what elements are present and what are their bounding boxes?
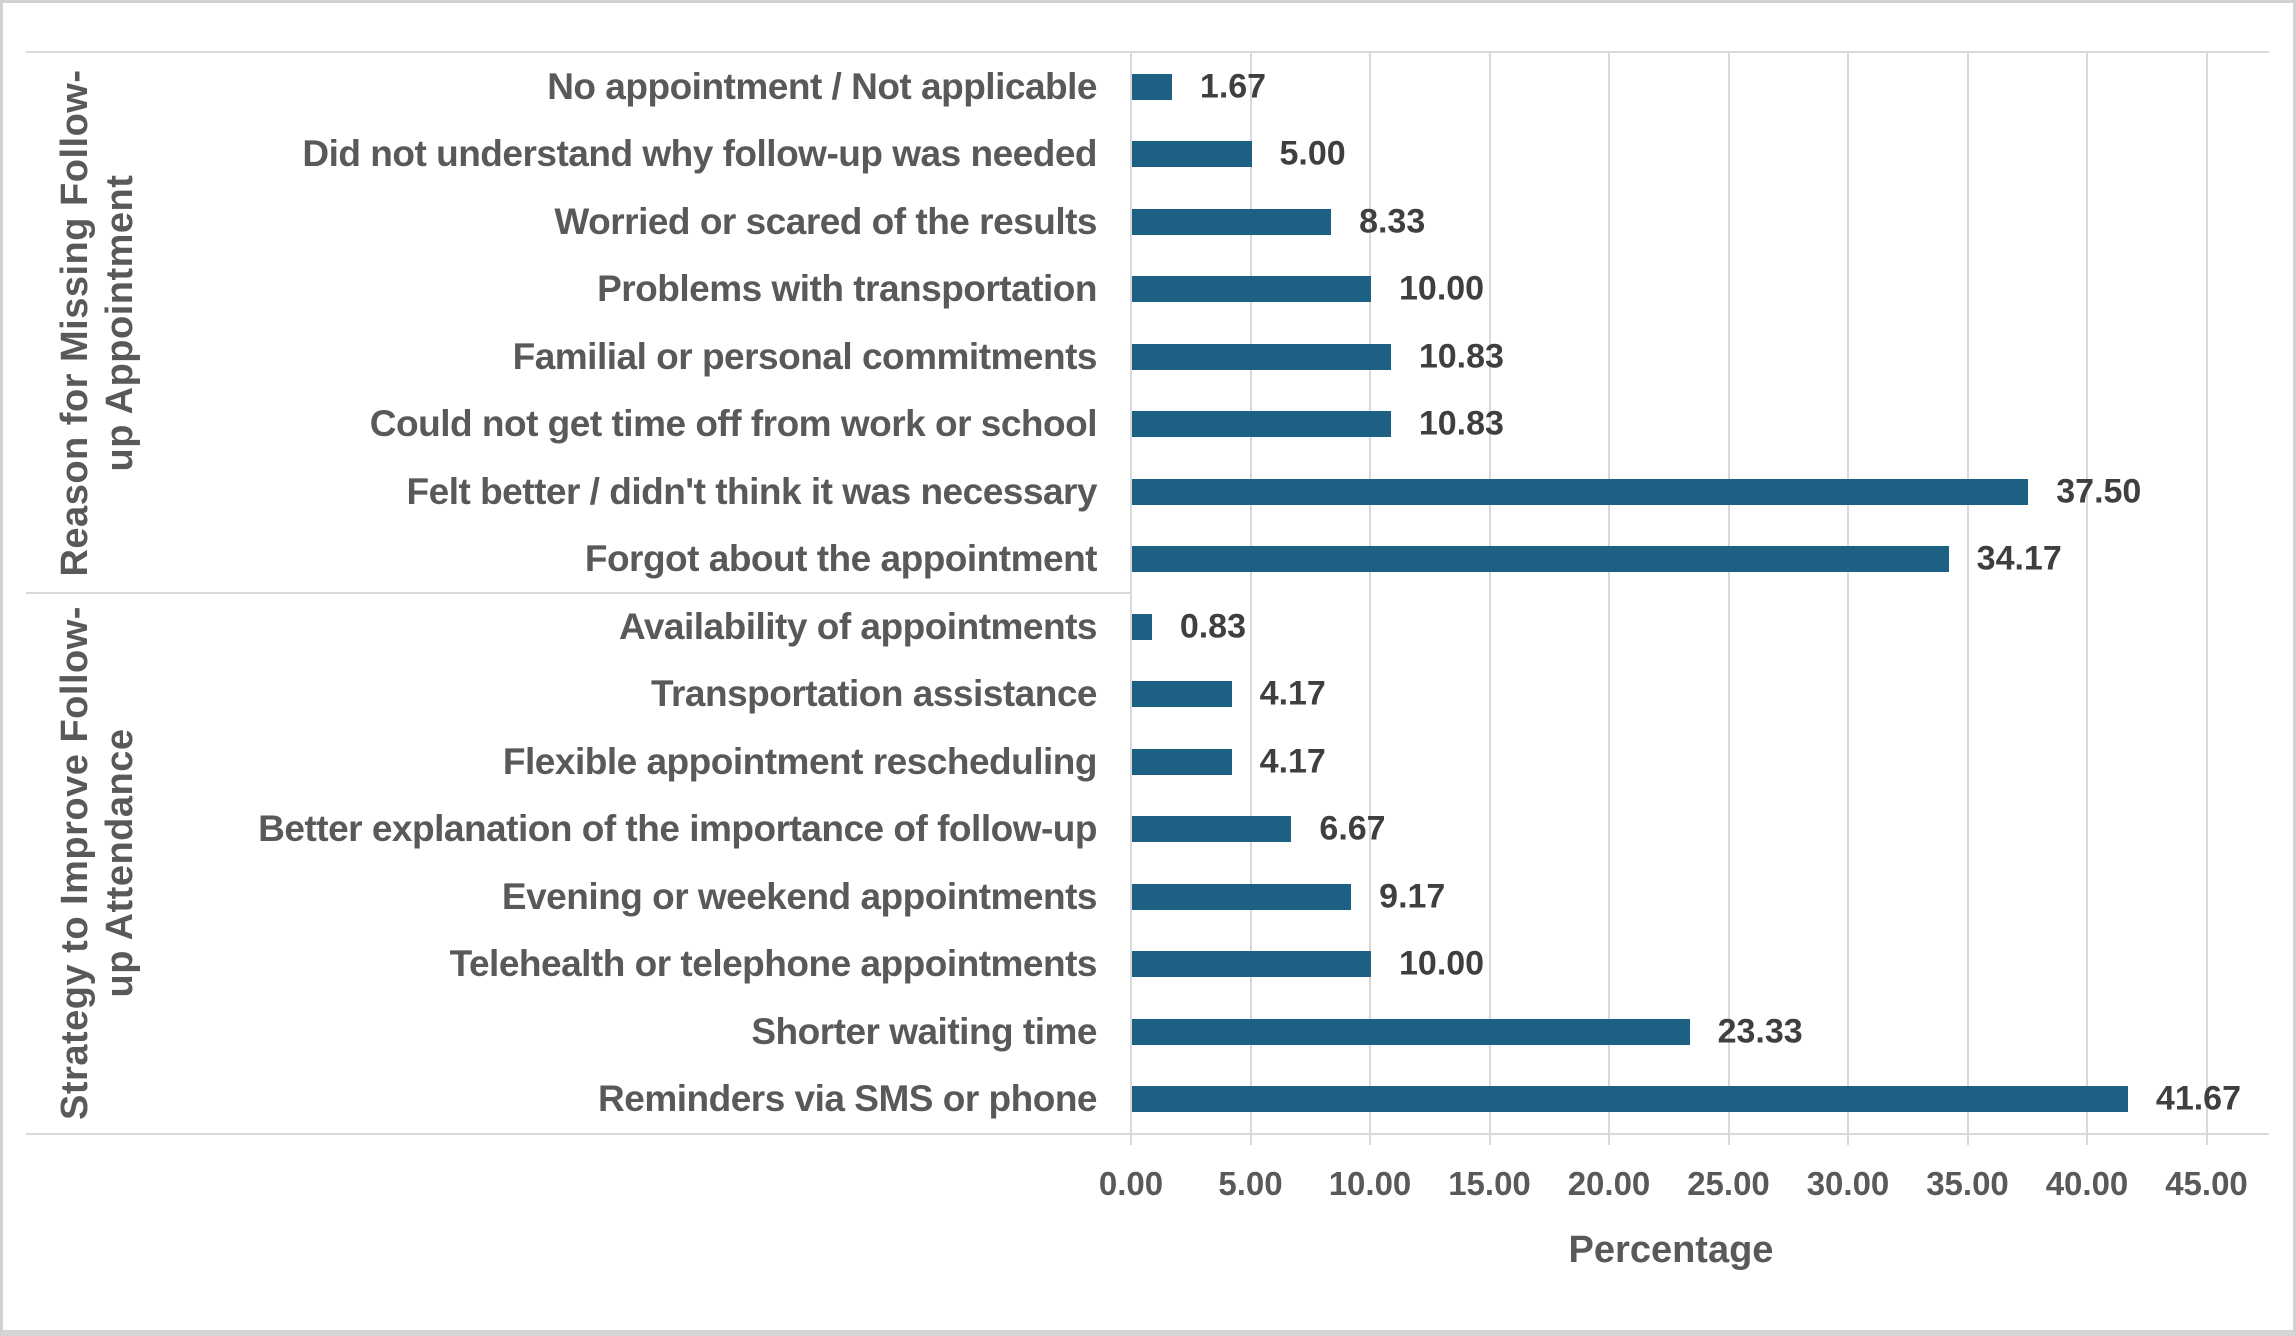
bar-value-label: 34.17: [1976, 539, 2062, 578]
bar: [1132, 343, 1391, 370]
bar-value-label: 41.67: [2155, 1079, 2241, 1118]
bar: [1132, 208, 1332, 235]
bar-value-label: 1.67: [1199, 67, 1267, 106]
bar-value-label: 0.83: [1179, 607, 1247, 646]
bar: [1132, 1086, 2128, 1113]
gridline: [1130, 53, 1132, 1133]
category-label: Better explanation of the importance of …: [258, 808, 1097, 850]
category-label: Did not understand why follow-up was nee…: [302, 133, 1097, 175]
axis-tick-mark: [1130, 1133, 1132, 1145]
bar-value-label: 8.33: [1359, 202, 1426, 241]
category-label: Familial or personal commitments: [512, 335, 1098, 377]
x-axis-tick-label: 45.00: [2165, 1165, 2248, 1202]
category-label: Forgot about the appointment: [584, 538, 1098, 580]
x-axis-tick-label: 25.00: [1687, 1165, 1770, 1202]
category-label: Telehealth or telephone appointments: [449, 943, 1098, 985]
plot-top-border: [26, 51, 2269, 53]
gridline: [1249, 53, 1252, 1133]
axis-tick-mark: [2205, 1133, 2208, 1145]
bar: [1132, 816, 1292, 843]
axis-tick-mark: [1727, 1133, 1730, 1145]
bar-value-label: 4.17: [1259, 742, 1326, 781]
bar-value-label: 10.83: [1418, 337, 1504, 376]
bar-value-label: 4.17: [1259, 674, 1326, 713]
bar-value-label: 10.00: [1399, 944, 1485, 983]
x-axis-tick-label: 15.00: [1448, 1165, 1531, 1202]
bar: [1132, 951, 1371, 978]
category-label: Could not get time off from work or scho…: [369, 403, 1098, 445]
axis-tick-mark: [1488, 1133, 1491, 1145]
axis-line: [26, 1133, 2269, 1135]
category-label: Availability of appointments: [618, 605, 1098, 647]
bar: [1132, 141, 1252, 168]
category-label: Evening or weekend appointments: [501, 875, 1098, 917]
x-axis-tick-label: 5.00: [1218, 1165, 1283, 1202]
gridline: [1369, 53, 1371, 1133]
bar-value-label: 5.00: [1279, 134, 1346, 173]
x-axis-tick-label: 20.00: [1567, 1165, 1651, 1202]
group-divider-line: [26, 592, 1131, 594]
category-label: Flexible appointment rescheduling: [502, 740, 1098, 782]
category-group-label: Strategy to Improve Follow- up Attendanc…: [54, 606, 141, 1120]
bar-value-label: 10.83: [1418, 404, 1504, 443]
bar-value-label: 37.50: [2056, 472, 2142, 511]
bar-value-label: 10.00: [1399, 269, 1485, 308]
bar: [1132, 411, 1391, 438]
gridline: [2086, 53, 2088, 1133]
category-label: Felt better / didn't think it was necess…: [406, 470, 1098, 512]
bar-value-label: 9.17: [1379, 877, 1446, 916]
axis-tick-mark: [2086, 1133, 2088, 1145]
bar-value-label: 6.67: [1319, 809, 1386, 848]
axis-tick-mark: [1249, 1133, 1252, 1145]
axis-tick-mark: [1608, 1133, 1610, 1145]
x-axis-tick-label: 10.00: [1328, 1165, 1412, 1202]
x-axis-tick-label: 35.00: [1926, 1165, 2009, 1202]
category-label: Reminders via SMS or phone: [598, 1078, 1097, 1120]
axis-tick-mark: [1847, 1133, 1849, 1145]
category-label: Transportation assistance: [650, 673, 1098, 715]
gridline: [1847, 53, 1849, 1133]
bar: [1132, 613, 1152, 640]
bar: [1132, 478, 2029, 505]
gridline: [2205, 53, 2208, 1133]
bar-value-label: 23.33: [1717, 1012, 1803, 1051]
bar: [1132, 681, 1232, 708]
category-label: Problems with transportation: [597, 268, 1097, 310]
bar: [1132, 546, 1949, 573]
x-axis-title: Percentage: [1568, 1229, 1774, 1271]
x-axis-tick-label: 0.00: [1098, 1165, 1164, 1202]
gridline: [1727, 53, 1730, 1133]
bar: [1132, 1018, 1690, 1045]
axis-tick-mark: [1966, 1133, 1969, 1145]
gridline: [1966, 53, 1969, 1133]
bar: [1132, 73, 1172, 100]
bar: [1132, 276, 1371, 303]
gridline: [1608, 53, 1610, 1133]
x-axis-tick-label: 30.00: [1806, 1165, 1890, 1202]
bar: [1132, 883, 1352, 910]
category-label: Worried or scared of the results: [554, 200, 1097, 242]
category-label: Shorter waiting time: [751, 1010, 1097, 1052]
bar: [1132, 748, 1232, 775]
category-group-label: Reason for Missing Follow- up Appointmen…: [54, 69, 141, 577]
gridline: [1488, 53, 1491, 1133]
category-label: No appointment / Not applicable: [547, 65, 1097, 107]
axis-tick-mark: [1369, 1133, 1371, 1145]
x-axis-tick-label: 40.00: [2045, 1165, 2129, 1202]
